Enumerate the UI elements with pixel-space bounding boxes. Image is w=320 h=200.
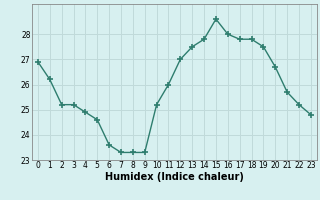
X-axis label: Humidex (Indice chaleur): Humidex (Indice chaleur) xyxy=(105,172,244,182)
